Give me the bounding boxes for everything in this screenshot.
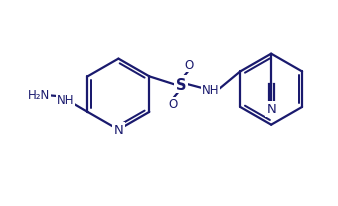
Text: O: O [185, 59, 194, 72]
Text: N: N [266, 103, 276, 116]
Text: NH: NH [202, 83, 220, 96]
Text: H₂N: H₂N [28, 88, 50, 101]
Text: S: S [176, 77, 186, 92]
Text: NH: NH [57, 93, 74, 106]
Text: O: O [169, 98, 178, 111]
Text: N: N [114, 124, 123, 136]
